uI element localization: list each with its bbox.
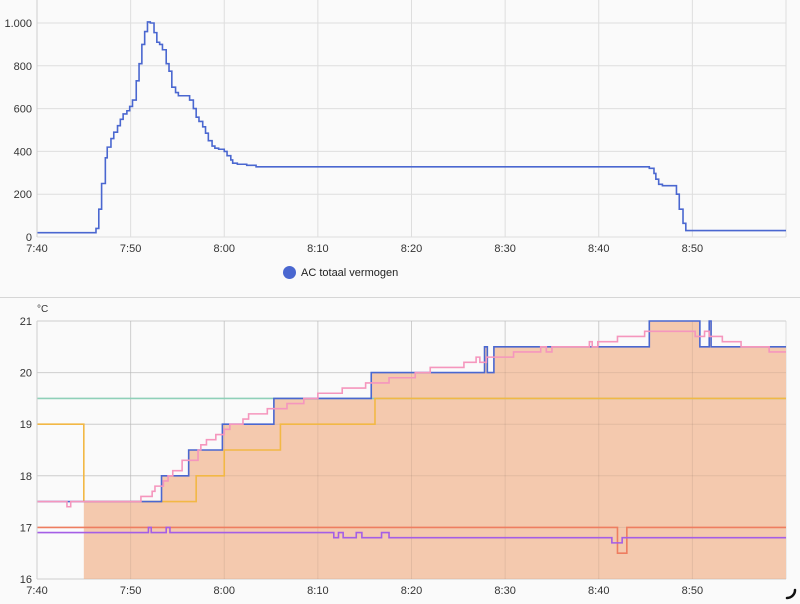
y-tick-label: 19 (20, 419, 32, 431)
y-tick-label: 21 (20, 316, 32, 328)
legend-item-ac-totaal-vermogen[interactable]: AC totaal vermogen (283, 266, 398, 279)
area-series (83, 321, 786, 579)
x-tick-label: 8:50 (682, 585, 703, 597)
loading-spinner-icon (785, 588, 797, 600)
power-chart: 0 200 400 600 800 1.000 7:40 7:50 8:00 8:10 8:20 8:… (4, 0, 787, 255)
series-line-4 (37, 320, 786, 503)
x-tick-label: 8:10 (307, 585, 328, 597)
y-tick-label: 400 (14, 146, 32, 158)
x-tick-label: 8:40 (588, 243, 609, 255)
series-line-0 (37, 21, 786, 234)
x-tick-label: 8:20 (401, 243, 422, 255)
y-axis-unit: °C (37, 304, 49, 315)
x-tick-label: 8:20 (401, 585, 422, 597)
temperature-chart: 16 17 18 19 20 21 7:40 7:50 8:00 8:10 8:20 8:30 8:40… (20, 316, 787, 597)
x-tick-label: 8:00 (214, 243, 235, 255)
x-tick-label: 7:50 (120, 243, 141, 255)
y-tick-label: 200 (14, 189, 32, 201)
legend-label: AC totaal vermogen (301, 266, 399, 279)
panel-divider (0, 297, 800, 298)
series-line-5 (37, 330, 786, 508)
y-tick-label: 20 (20, 368, 32, 380)
y-tick-label: 800 (14, 61, 32, 73)
series-line-1 (37, 526, 786, 554)
y-tick-label: 600 (14, 104, 32, 116)
y-tick-label: 18 (20, 471, 32, 483)
series-line-2 (37, 526, 786, 544)
y-tick-label: 16 (20, 574, 32, 586)
y-tick-label: 0 (26, 232, 32, 244)
x-tick-label: 8:50 (682, 243, 703, 255)
y-tick-label: 1.000 (4, 18, 32, 30)
x-tick-label: 7:50 (120, 585, 141, 597)
series-line-3 (37, 397, 786, 503)
x-tick-label: 8:00 (214, 585, 235, 597)
x-tick-label: 7:40 (26, 243, 47, 255)
x-tick-label: 7:40 (26, 585, 47, 597)
y-tick-label: 17 (20, 522, 32, 534)
x-tick-label: 8:40 (588, 585, 609, 597)
x-tick-label: 8:10 (307, 243, 328, 255)
x-tick-label: 8:30 (494, 585, 515, 597)
legend-color-dot (283, 266, 296, 279)
x-tick-label: 8:30 (494, 243, 515, 255)
